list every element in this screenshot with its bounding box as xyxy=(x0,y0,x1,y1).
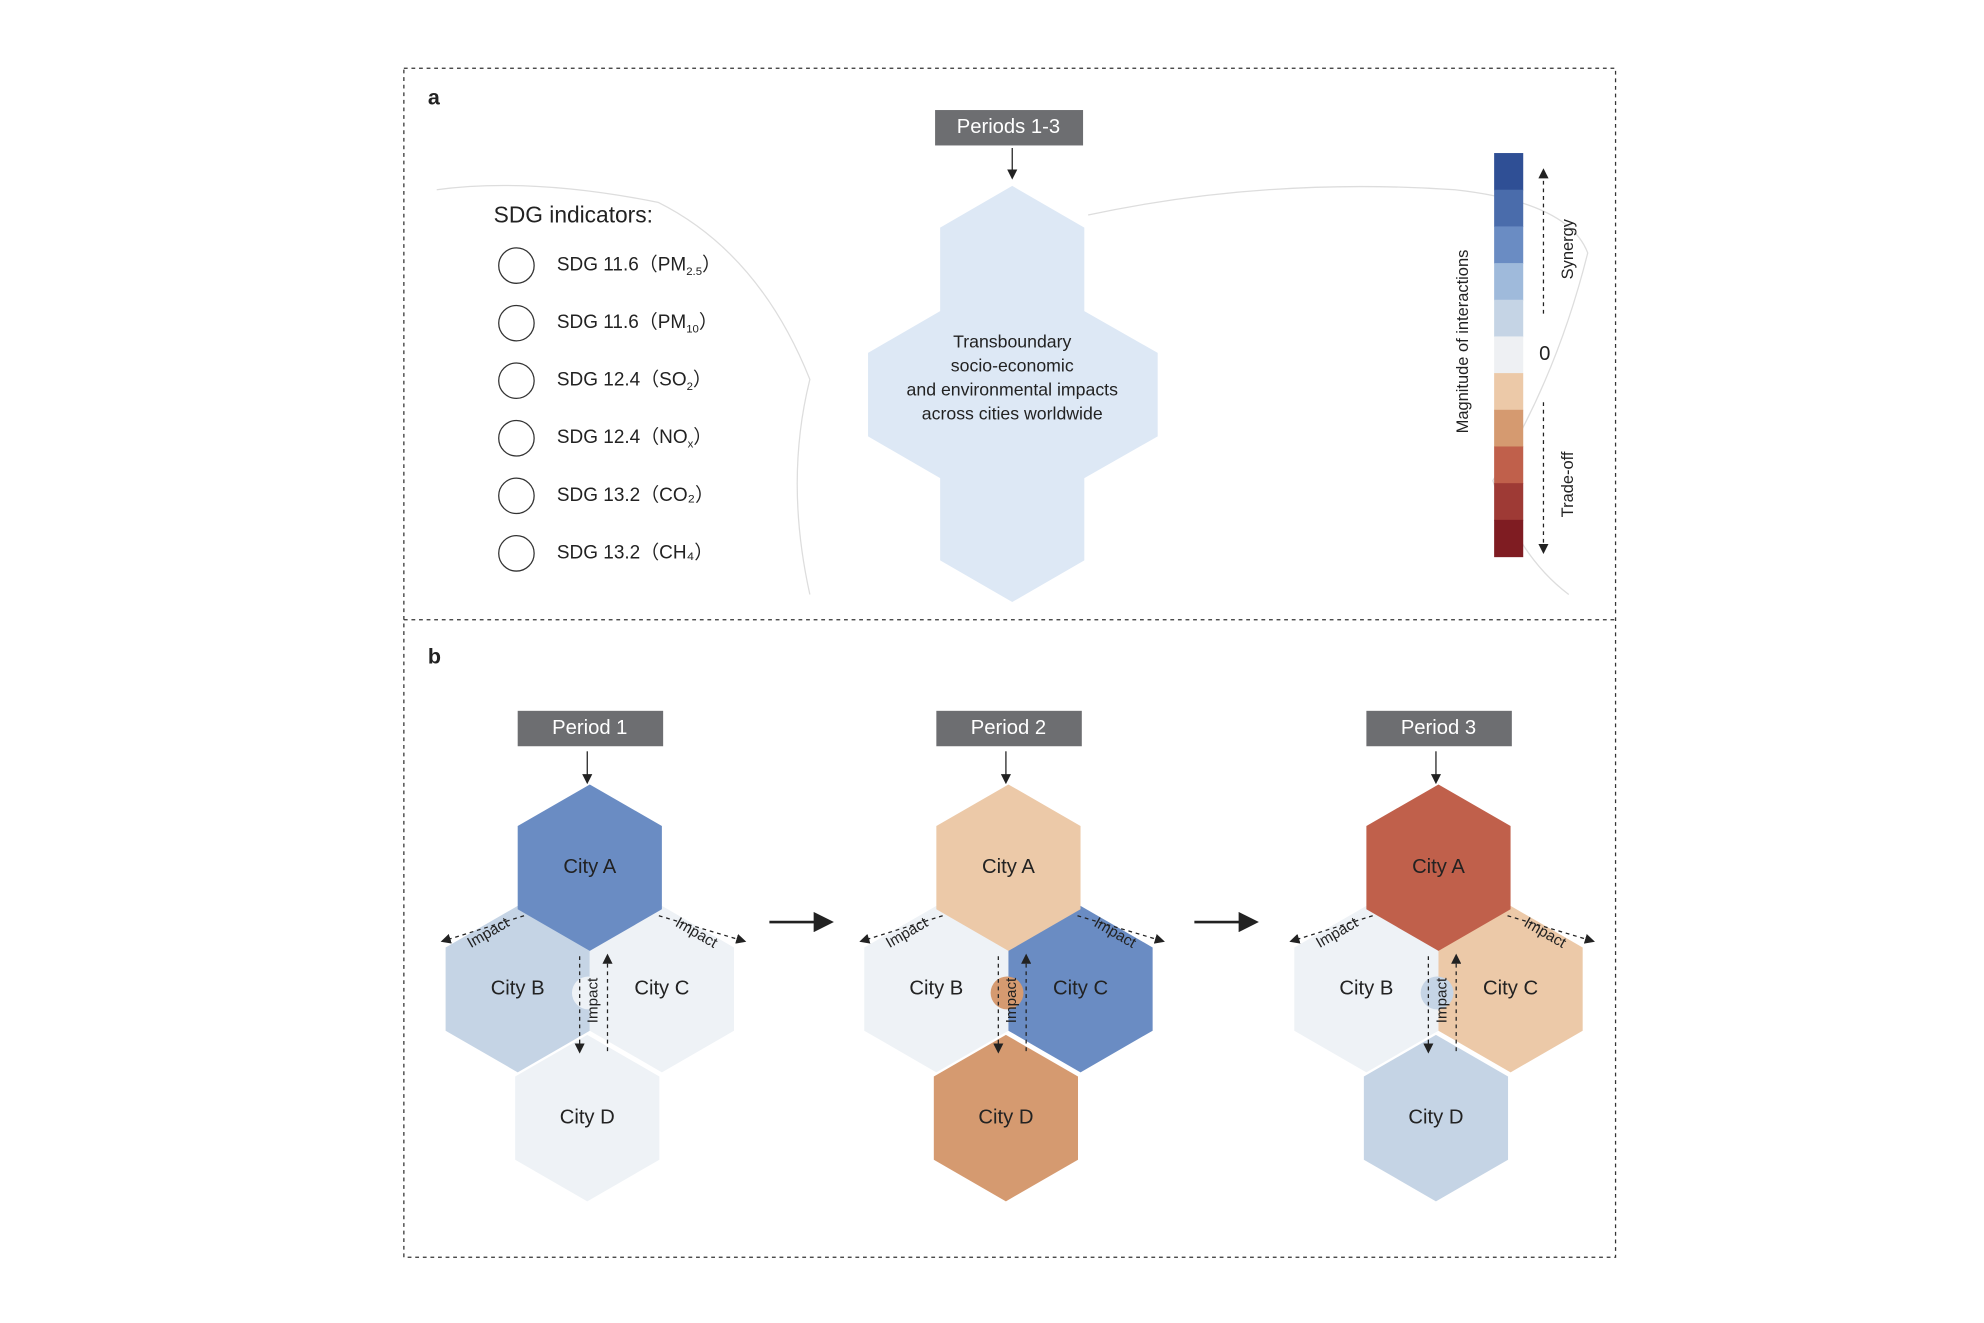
puzzle-knob xyxy=(571,976,605,1010)
indicator-icon xyxy=(498,419,535,457)
scale-zero: 0 xyxy=(1539,343,1550,365)
scale-title: Magnitude of interactions xyxy=(1454,250,1472,434)
impact-label: Impact xyxy=(1433,977,1450,1023)
city-hex xyxy=(936,784,1081,951)
period-tag xyxy=(517,710,664,747)
city-name: City B xyxy=(909,977,963,999)
indicator-icon xyxy=(498,477,535,515)
city-hex xyxy=(1363,1034,1509,1202)
period-tag xyxy=(1366,710,1512,747)
indicator-text: ） xyxy=(693,369,712,391)
puzzle-knob xyxy=(1420,976,1454,1010)
impact-arrow xyxy=(1289,915,1373,944)
city-name: City C xyxy=(1483,977,1538,999)
indicator-text: SDG 13.2（CO₂） xyxy=(557,484,714,506)
center-text: across cities worldwide xyxy=(922,404,1103,424)
tradeoff: Trade-off xyxy=(1559,451,1577,517)
period-tag-text: Periods 1-3 xyxy=(957,116,1060,138)
center-text: socio-economic xyxy=(951,355,1074,375)
city-hex xyxy=(445,905,590,1073)
city-name: City C xyxy=(1053,977,1108,999)
indicator-text: ） xyxy=(702,254,721,276)
city-name: City D xyxy=(978,1106,1033,1128)
period-name: Period 3 xyxy=(1401,717,1476,739)
indicator-icon xyxy=(498,247,535,284)
city-hex xyxy=(589,905,734,1073)
scale-cell xyxy=(1494,409,1524,448)
city-hex xyxy=(864,905,1009,1073)
indicator-icon xyxy=(498,535,535,572)
indicator-text: ） xyxy=(699,311,718,333)
city-name: City A xyxy=(1412,856,1465,878)
period-name: Period 2 xyxy=(971,717,1046,739)
puzzle-knob xyxy=(990,976,1024,1010)
indicator-sub: 2.5 xyxy=(686,266,702,278)
indicator: SDG 12.4（SO2） xyxy=(557,369,712,393)
city-name: City B xyxy=(491,977,545,999)
period-tag xyxy=(935,110,1084,146)
center-text: Transboundary xyxy=(953,331,1071,351)
impact-arrow xyxy=(440,915,525,944)
city-hex xyxy=(1366,784,1511,951)
scale-cell xyxy=(1494,483,1524,521)
city-hex xyxy=(515,1034,660,1202)
city-hex xyxy=(933,1034,1079,1202)
scale-cell xyxy=(1494,446,1524,484)
indicator: SDG 11.6（PM10） xyxy=(557,311,718,335)
impact-arrow xyxy=(859,915,943,944)
period-tag xyxy=(936,710,1082,747)
indicator-icon xyxy=(498,304,535,342)
indicator-icon xyxy=(498,362,535,400)
city-hex xyxy=(1008,905,1153,1073)
indicator-text: SDG 11.6（PM xyxy=(557,254,686,276)
hex-cluster xyxy=(868,185,1158,603)
city-hex xyxy=(517,784,662,951)
indicator-sub: x xyxy=(688,439,694,451)
scale-cell xyxy=(1494,153,1524,191)
city-hex xyxy=(1438,905,1583,1073)
panel-label: a xyxy=(428,85,441,109)
impact-label: Impact xyxy=(585,977,602,1023)
impact-label: Impact xyxy=(1003,977,1020,1023)
scale-cell xyxy=(1494,519,1524,558)
indicator-text: ） xyxy=(693,426,712,448)
scale-cell xyxy=(1494,299,1524,338)
panel-label: b xyxy=(428,644,441,668)
scale-cell xyxy=(1494,189,1524,228)
indicator: SDG 11.6（PM2.5） xyxy=(557,254,721,278)
frame xyxy=(403,67,1617,1258)
city-name: City A xyxy=(563,856,616,878)
indicator: SDG 13.2（CO₂） xyxy=(557,484,714,506)
indicator-text: SDG 11.6（PM xyxy=(557,311,686,333)
scale-cell xyxy=(1494,226,1524,264)
period-name: Period 1 xyxy=(552,717,627,739)
city-hex xyxy=(1294,905,1439,1073)
city-name: City A xyxy=(982,856,1035,878)
synergy: Synergy xyxy=(1559,218,1577,279)
scale-cell xyxy=(1494,263,1524,301)
city-name: City B xyxy=(1339,977,1393,999)
indicator: SDG 13.2（CH₄） xyxy=(557,541,713,563)
scale-cell xyxy=(1494,336,1524,374)
indicator-text: SDG 13.2（CH₄） xyxy=(557,541,713,563)
scale-cell xyxy=(1494,373,1524,411)
city-name: City C xyxy=(634,977,689,999)
city-name: City D xyxy=(560,1106,615,1128)
indicator: SDG 12.4（NOx） xyxy=(557,426,712,450)
city-name: City D xyxy=(1408,1106,1463,1128)
indicator-sub: 2 xyxy=(687,381,693,393)
indicators-title: SDG indicators: xyxy=(494,201,653,227)
center-text: and environmental impacts xyxy=(907,380,1119,400)
indicator-text: SDG 12.4（NO xyxy=(557,426,688,448)
indicator-sub: 10 xyxy=(686,323,699,335)
indicator-text: SDG 12.4（SO xyxy=(557,369,687,391)
